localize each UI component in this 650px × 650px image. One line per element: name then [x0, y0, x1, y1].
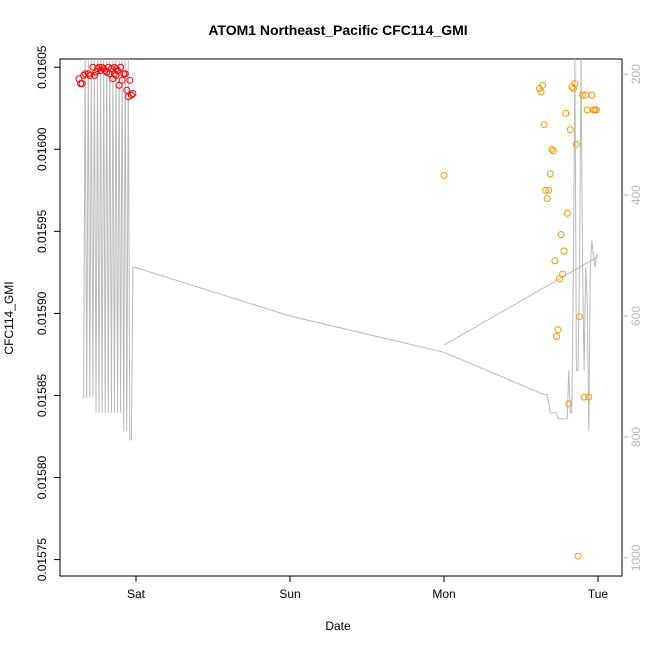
- plot-frame: [59, 58, 623, 577]
- right-y-tick-label: 200: [629, 64, 643, 84]
- altitude-trace-segment: [443, 256, 599, 346]
- y-tick-label: 0.01575: [35, 538, 49, 582]
- data-point: [563, 209, 571, 217]
- data-point: [548, 145, 556, 153]
- data-point: [556, 275, 563, 283]
- y-tick-label: 0.01595: [35, 209, 49, 253]
- data-point: [588, 91, 596, 99]
- data-point: [583, 106, 591, 114]
- data-point: [545, 186, 553, 194]
- data-point: [574, 552, 582, 560]
- right-y-tick-label: 1000: [629, 544, 643, 571]
- data-point: [90, 71, 98, 79]
- data-point: [580, 393, 588, 401]
- altitude-line: [82, 58, 599, 441]
- y-tick-label: 0.01600: [35, 127, 49, 171]
- data-point: [557, 231, 565, 239]
- data-point: [572, 140, 580, 148]
- data-point: [540, 121, 548, 129]
- data-point: [126, 76, 134, 84]
- data-point: [86, 71, 94, 79]
- data-point: [81, 70, 89, 78]
- data-point: [127, 91, 135, 99]
- data-point: [542, 186, 550, 194]
- data-point: [549, 147, 557, 155]
- x-axis: Sat Sun Mon Tue: [127, 576, 608, 601]
- data-point: [585, 393, 593, 401]
- data-point: [95, 63, 103, 71]
- data-point: [543, 195, 551, 202]
- right-y-tick-label: 400: [629, 185, 643, 205]
- x-tick-label: Mon: [432, 587, 455, 601]
- data-point: [565, 400, 573, 408]
- right-y-tick-label: 600: [629, 306, 643, 326]
- y-axis-label: CFC114_GMI: [2, 281, 16, 354]
- right-y-axis: 200 400 600 800 1000: [622, 64, 643, 571]
- data-points: [75, 63, 600, 560]
- data-point: [112, 71, 120, 79]
- y-tick-label: 0.01590: [35, 291, 49, 335]
- data-point: [129, 90, 137, 97]
- data-point: [537, 88, 545, 96]
- y-tick-label: 0.01585: [35, 373, 49, 417]
- altitude-trace: [82, 58, 598, 441]
- data-point: [112, 65, 120, 73]
- data-point: [559, 270, 567, 278]
- data-point: [566, 126, 574, 134]
- data-point: [552, 332, 560, 340]
- data-point: [579, 91, 587, 99]
- data-point: [117, 63, 125, 71]
- y-tick-label: 0.01605: [35, 45, 49, 89]
- chart-title: ATOM1 Northeast_Pacific CFC114_GMI: [208, 22, 467, 38]
- data-point: [440, 172, 448, 179]
- data-point: [571, 80, 579, 88]
- data-point: [554, 326, 562, 334]
- right-y-tick-label: 800: [629, 427, 643, 447]
- data-point: [118, 76, 126, 84]
- x-axis-label: Date: [325, 619, 351, 633]
- y-axis: 0.01575 0.01580 0.01585 0.01590 0.01595 0.016…: [35, 45, 60, 581]
- data-point: [123, 86, 131, 94]
- data-point: [121, 70, 129, 78]
- x-tick-label: Sat: [127, 587, 146, 601]
- x-tick-label: Tue: [588, 587, 609, 601]
- y-tick-label: 0.01580: [35, 456, 49, 500]
- data-point: [560, 247, 568, 255]
- data-point: [576, 313, 583, 321]
- data-point: [92, 68, 100, 76]
- data-point: [562, 109, 570, 117]
- data-point: [75, 75, 83, 83]
- data-point: [551, 257, 559, 265]
- data-point: [593, 106, 600, 114]
- data-point: [78, 80, 86, 88]
- data-point: [115, 81, 123, 89]
- data-point: [546, 170, 554, 178]
- data-point: [106, 70, 114, 78]
- x-tick-label: Sun: [279, 587, 300, 601]
- data-point: [569, 85, 577, 92]
- data-point: [539, 81, 547, 89]
